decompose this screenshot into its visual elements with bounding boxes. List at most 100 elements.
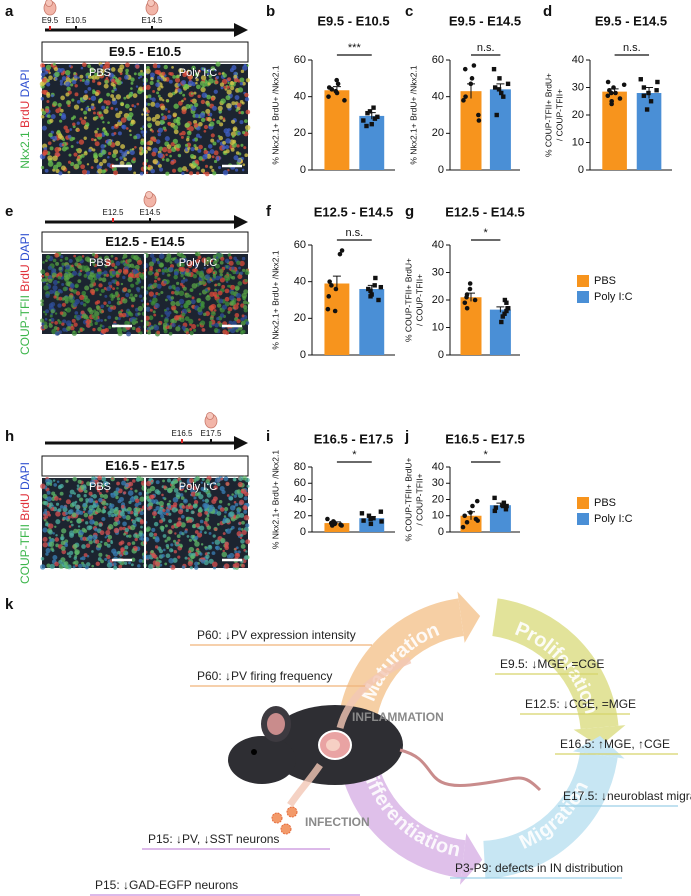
cell [118,564,123,569]
data-point [373,275,378,281]
cell [49,483,53,486]
data-point [369,121,374,127]
stain-label: DAPI [18,233,32,261]
cell [193,162,197,166]
cell [98,497,103,503]
cell [227,77,232,82]
cell [173,125,179,131]
cell [236,144,240,148]
cell [111,97,116,102]
cell [103,301,107,305]
cell [65,264,71,270]
cell [92,503,97,509]
cell [72,476,78,482]
cell [196,324,200,327]
cell [156,91,160,95]
cell [129,133,132,137]
cell [194,561,199,567]
cell [228,260,234,266]
embryo-icon [145,191,153,199]
cell [166,144,172,150]
cell [213,275,217,279]
cell [189,154,195,159]
cell [42,261,45,264]
cell [171,66,174,69]
cell [233,505,236,508]
cell [244,153,249,158]
cell [52,554,58,560]
cell [124,527,130,533]
cell [55,168,60,174]
cell [216,120,221,125]
cell [87,509,93,515]
cell [204,545,208,549]
cell [225,481,230,486]
cell [168,500,172,503]
cell [166,313,171,318]
cell [118,110,123,115]
cell [73,556,77,560]
cell [219,277,225,283]
data-point [332,308,338,314]
cell [203,124,209,130]
cell [159,167,164,172]
cell [100,116,104,120]
cell [47,275,53,280]
cell [231,266,235,270]
cell [194,541,200,547]
cell [225,95,231,101]
cell [214,539,221,545]
cell [49,314,53,318]
cell [141,113,144,116]
cell [128,129,132,133]
cell [181,79,187,85]
cell [80,486,84,490]
cell [237,481,243,487]
cell [89,283,94,288]
cell [152,301,155,304]
stain-label: Nkx2.1 [18,131,32,169]
cell [238,266,241,270]
y-tick-label: 40 [294,276,306,288]
cell [54,561,59,567]
cell [195,523,200,528]
cell [127,541,131,546]
cell [219,547,223,551]
cell [52,101,58,107]
chart-title: E12.5 - E14.5 [314,204,394,219]
cell [53,164,59,170]
cell [231,275,236,280]
cell [83,151,88,156]
cell [150,168,156,174]
cell [179,545,183,548]
cell [199,552,203,556]
cell [229,81,235,86]
cell [110,297,114,301]
cell [207,287,211,291]
cell [110,306,114,310]
cell [162,479,165,483]
cell [107,155,110,159]
cell [230,284,236,290]
cell [198,292,202,296]
data-point [472,297,478,303]
cell [203,129,207,133]
cell [72,270,78,276]
timeline-label: E14.5 [140,208,161,217]
cell [133,135,138,140]
cell [58,171,63,176]
cell [157,277,161,281]
cell [106,286,112,292]
cell [95,484,102,491]
cell [186,535,190,538]
cell [122,298,128,304]
cell [88,539,93,545]
cell [44,278,49,282]
cell [210,138,215,143]
cell [200,559,206,564]
cell [104,264,108,268]
cell [129,318,133,322]
cell [172,112,178,118]
cell [104,294,108,298]
cell [111,126,115,130]
